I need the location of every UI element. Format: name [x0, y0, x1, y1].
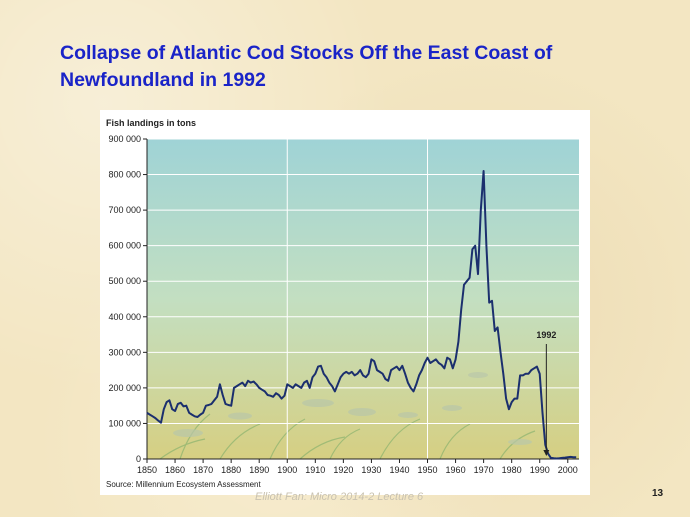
page-number: 13 [652, 488, 664, 499]
x-tick-label: 1910 [305, 465, 325, 475]
fish-decoration [173, 372, 532, 445]
x-tick-label: 2000 [558, 465, 578, 475]
cod-landings-chart: 0 100 000 200 000 300 000 400 000 500 000 600 … [106, 118, 579, 489]
y-tick-label: 300 000 [108, 347, 141, 357]
slide-title-line-1: Collapse of Atlantic Cod Stocks Off the … [60, 42, 553, 64]
chart-source: Source: Millennium Ecosystem Assessment [106, 480, 262, 489]
x-tick-label: 1970 [474, 465, 494, 475]
x-tick-label: 1980 [502, 465, 522, 475]
y-tick-label: 200 000 [108, 383, 141, 393]
chart-panel: 0 100 000 200 000 300 000 400 000 500 000 600 … [100, 110, 590, 495]
seaweed-decoration [159, 413, 536, 460]
y-tick-label: 900 000 [108, 134, 141, 144]
y-tick-label: 500 000 [108, 276, 141, 286]
slide-footer: Elliott Fan: Micro 2014-2 Lecture 6 [255, 491, 424, 503]
x-tick-label: 1940 [389, 465, 409, 475]
y-tick-label: 0 [136, 454, 141, 464]
y-axis-label: Fish landings in tons [106, 118, 196, 128]
y-tick-label: 400 000 [108, 312, 141, 322]
x-tick-label: 1930 [361, 465, 381, 475]
x-tick-label: 1880 [221, 465, 241, 475]
slide-title: Collapse of Atlantic Cod Stocks Off the … [60, 40, 620, 94]
x-tick-label: 1850 [137, 465, 157, 475]
y-tick-label: 700 000 [108, 205, 141, 215]
x-tick-label: 1900 [277, 465, 297, 475]
y-tick-label: 800 000 [108, 170, 141, 180]
y-tick-label: 600 000 [108, 241, 141, 251]
annotation-layer: 1992 [536, 330, 556, 456]
x-axis: 1850 1860 1870 1880 1890 1900 1910 1920 1930 1940… [137, 458, 579, 475]
x-tick-label: 1960 [446, 465, 466, 475]
x-tick-label: 1920 [333, 465, 353, 475]
y-axis: 0 100 000 200 000 300 000 400 000 500 000 600 … [108, 134, 148, 464]
annotation-arrow-head [543, 450, 550, 456]
x-tick-label: 1870 [193, 465, 213, 475]
x-tick-label: 1890 [249, 465, 269, 475]
x-tick-label: 1990 [530, 465, 550, 475]
x-tick-label: 1860 [165, 465, 185, 475]
slide-title-line-2: Newfoundland in 1992 [60, 69, 266, 91]
y-tick-label: 100 000 [108, 418, 141, 428]
x-tick-label: 1950 [418, 465, 438, 475]
landings-line [146, 170, 577, 460]
annotation-label: 1992 [536, 330, 556, 340]
series-layer [146, 170, 577, 460]
